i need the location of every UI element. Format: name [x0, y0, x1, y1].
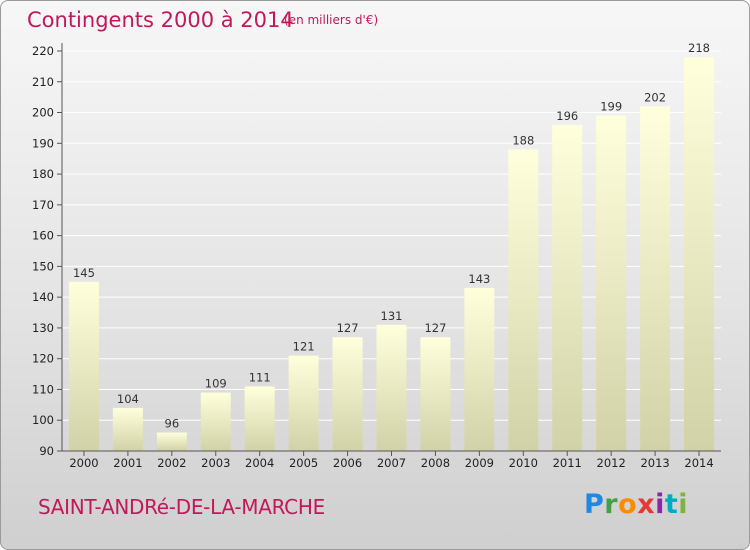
- bar-value-label: 202: [644, 90, 666, 104]
- bar: [68, 281, 99, 451]
- x-tick-label: 2013: [640, 456, 669, 470]
- y-tick-label: 110: [32, 382, 54, 396]
- logo-letter: x: [637, 489, 656, 520]
- bar: [200, 392, 231, 451]
- bar-value-label: 143: [468, 272, 490, 286]
- bar: [112, 407, 143, 451]
- bar: [332, 337, 363, 451]
- bar-value-label: 145: [73, 266, 95, 280]
- x-tick-label: 2008: [421, 456, 450, 470]
- y-tick-label: 100: [32, 413, 54, 427]
- chart-title: Contingents 2000 à 2014: [27, 8, 294, 32]
- x-tick-label: 2001: [113, 456, 142, 470]
- y-tick-label: 130: [32, 321, 54, 335]
- place-name: SAINT-ANDRé-DE-LA-MARCHE: [38, 495, 325, 519]
- logo-letter: i: [678, 489, 689, 520]
- x-tick-label: 2011: [553, 456, 582, 470]
- bar: [464, 287, 495, 451]
- proxiti-logo: Proxiti: [584, 489, 688, 520]
- bar: [552, 124, 583, 451]
- x-tick-label: 2000: [69, 456, 98, 470]
- bar-value-label: 127: [424, 321, 446, 335]
- x-tick-label: 2006: [333, 456, 362, 470]
- logo-letter: r: [604, 489, 619, 520]
- y-tick-label: 220: [32, 44, 54, 58]
- y-tick-label: 210: [32, 75, 54, 89]
- bar-value-label: 121: [293, 340, 315, 354]
- logo-letter: i: [655, 489, 665, 520]
- logo-letter: t: [664, 489, 679, 520]
- x-tick-label: 2009: [465, 456, 494, 470]
- logo-letter: P: [584, 489, 605, 520]
- x-tick-label: 2002: [157, 456, 186, 470]
- x-tick-label: 2014: [684, 456, 713, 470]
- y-tick-label: 190: [32, 136, 54, 150]
- y-tick-label: 140: [32, 290, 54, 304]
- x-tick-label: 2005: [289, 456, 318, 470]
- y-tick-label: 200: [32, 106, 54, 120]
- bar: [244, 386, 275, 451]
- bar: [156, 432, 187, 451]
- bar: [376, 324, 407, 451]
- logo-letter: o: [618, 489, 638, 520]
- bar-value-label: 127: [337, 321, 359, 335]
- y-tick-label: 90: [39, 444, 54, 458]
- bar: [640, 106, 671, 451]
- chart-unit: (en milliers d'€): [284, 13, 379, 27]
- y-tick-label: 170: [32, 198, 54, 212]
- bar-value-label: 96: [165, 417, 180, 431]
- x-tick-label: 2012: [597, 456, 626, 470]
- x-tick-label: 2010: [509, 456, 538, 470]
- x-tick-label: 2007: [377, 456, 406, 470]
- bar: [420, 337, 451, 451]
- bar: [288, 355, 319, 451]
- bar-value-label: 199: [600, 100, 622, 114]
- x-tick-label: 2004: [245, 456, 274, 470]
- bar: [684, 57, 715, 452]
- bar-value-label: 111: [249, 370, 271, 384]
- bar: [596, 115, 627, 451]
- bar-value-label: 218: [688, 41, 710, 55]
- bar-value-label: 131: [381, 309, 403, 323]
- bar-value-label: 196: [556, 109, 578, 123]
- x-tick-label: 2003: [201, 456, 230, 470]
- bar-value-label: 104: [117, 392, 139, 406]
- y-tick-label: 120: [32, 352, 54, 366]
- bar: [508, 149, 539, 451]
- y-tick-label: 180: [32, 167, 54, 181]
- bar-value-label: 109: [205, 377, 227, 391]
- y-tick-label: 150: [32, 259, 54, 273]
- bar-value-label: 188: [512, 133, 534, 147]
- y-tick-label: 160: [32, 229, 54, 243]
